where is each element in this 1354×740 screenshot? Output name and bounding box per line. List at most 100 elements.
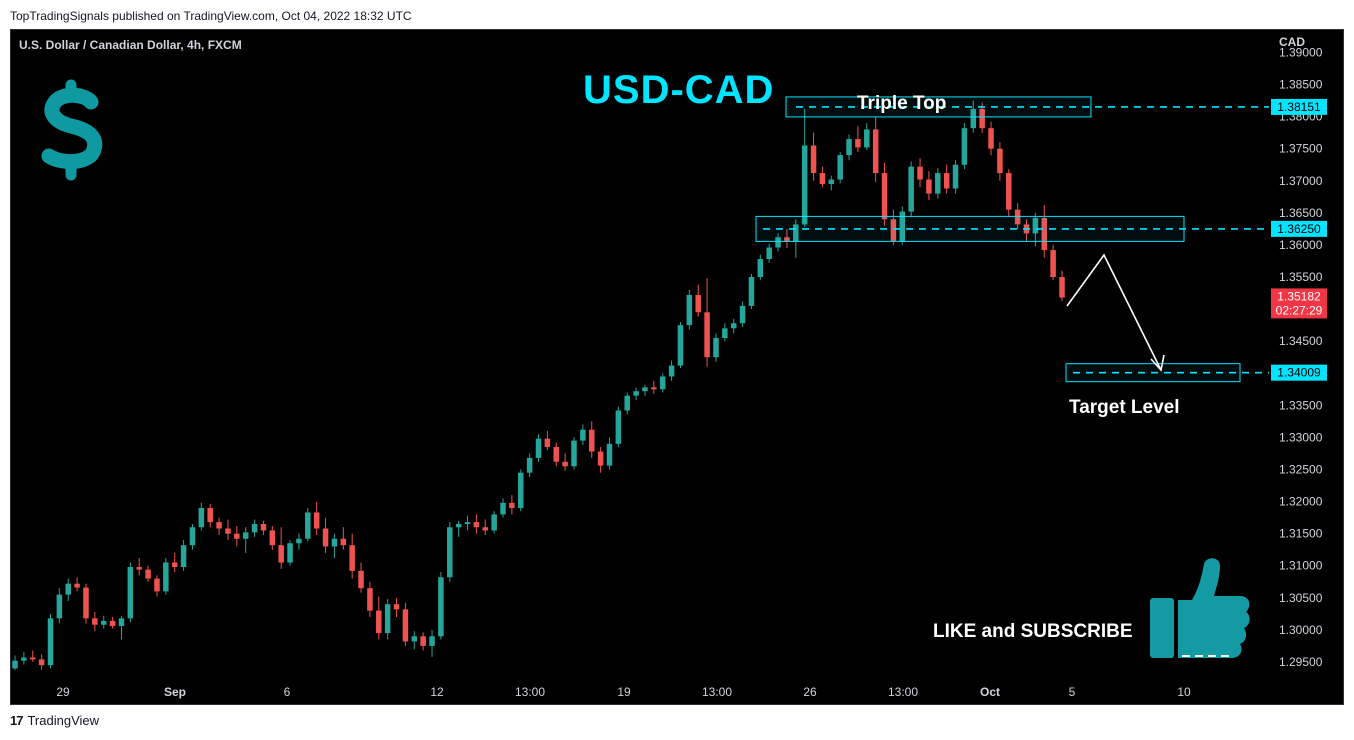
candle-body [642,387,648,392]
x-tick-label: 26 [803,685,817,699]
candle-body [597,451,604,466]
candle-body [855,139,861,148]
candle [730,318,737,334]
candle-body [225,528,231,534]
x-tick-label: Sep [164,685,186,699]
candle-body [393,604,400,610]
candle [225,519,231,541]
candle [713,333,719,362]
y-tick-label: 1.36500 [1279,206,1323,220]
candle-body [846,139,852,156]
candle [420,632,426,651]
chart-panel[interactable]: U.S. Dollar / Canadian Dollar, 4h, FXCM … [10,29,1344,705]
candle-body [659,376,666,390]
candle-body [420,636,426,646]
candle-body [890,219,897,242]
candle [810,132,817,181]
candle-body [260,524,267,531]
candle [136,558,142,576]
candle [855,126,861,152]
projection-arrow [1066,253,1165,372]
candle [447,522,453,582]
candle-body [180,545,187,568]
candle [287,540,293,566]
candle [615,406,622,448]
candle-body [1050,250,1056,278]
candle-body [331,538,338,547]
x-tick-label: 13:00 [515,685,545,699]
thumbs-up-icon [1150,558,1250,658]
candle-body [216,522,222,529]
candle [704,278,710,367]
neckline-price-tag [1271,220,1327,237]
candle-body [287,543,293,563]
y-tick-label: 1.32000 [1279,495,1323,509]
candle [1032,212,1039,247]
candle [189,524,196,550]
candle-body [322,528,329,547]
candle [917,158,923,188]
y-tick-label: 1.31500 [1279,527,1323,541]
candle [588,421,595,458]
candle [234,525,240,547]
candle-body [1014,209,1021,225]
candle [358,562,364,593]
candle-body [668,365,675,377]
candle-body [562,461,568,467]
candle-body [748,277,755,306]
candle-body [242,532,249,539]
candle-body [819,173,826,184]
candle-body [624,395,630,411]
candle-body [349,545,355,571]
candle [322,517,329,553]
cta-text: LIKE and SUBSCRIBE [933,621,1133,642]
candle [943,164,950,194]
candle [837,151,843,184]
candle-body [305,512,311,539]
candle-body [38,659,45,666]
candle [180,540,187,571]
publish-info: TopTradingSignals published on TradingVi… [10,9,412,23]
candle [828,175,835,191]
candle [464,515,471,531]
candle-body [695,294,701,313]
candle-body [171,562,178,568]
candle [695,284,701,317]
candle-body [384,604,391,634]
candle [722,323,728,342]
candle-body [376,610,382,634]
candle-body [251,524,258,533]
candle [12,655,18,671]
candle-body [784,237,790,242]
candle-body [580,429,586,441]
candle-body [278,545,284,563]
candle [92,611,98,632]
candle-body [118,618,125,627]
x-tick-label: 10 [1177,685,1191,699]
candle-body [411,636,418,642]
candle-body [730,323,737,329]
target-label: Target Level [1069,397,1180,418]
candle-body [47,618,54,666]
candle-body [455,524,462,528]
candlestick-chart[interactable]: U.S. Dollar / Canadian Dollar, 4h, FXCM … [11,30,1343,704]
candle-body [979,108,985,129]
triple-top-zone [785,96,1092,118]
candle [544,430,551,451]
x-tick-label: 12 [430,685,444,699]
candle-body [189,527,196,546]
y-tick-label: 1.34500 [1279,334,1323,348]
candle [997,142,1003,181]
candle-body [899,211,906,242]
y-tick-label: 1.32500 [1279,462,1323,476]
candle [1050,244,1056,281]
triple-top-price-value: 1.38151 [1277,100,1321,114]
target-price-tag [1271,364,1327,381]
candle [518,469,524,512]
candle-body [500,502,506,515]
candle [872,116,879,183]
candle-body [198,507,205,528]
neckline-price-value: 1.36250 [1277,222,1321,236]
x-tick-label: 19 [617,685,631,699]
candle [349,533,355,579]
